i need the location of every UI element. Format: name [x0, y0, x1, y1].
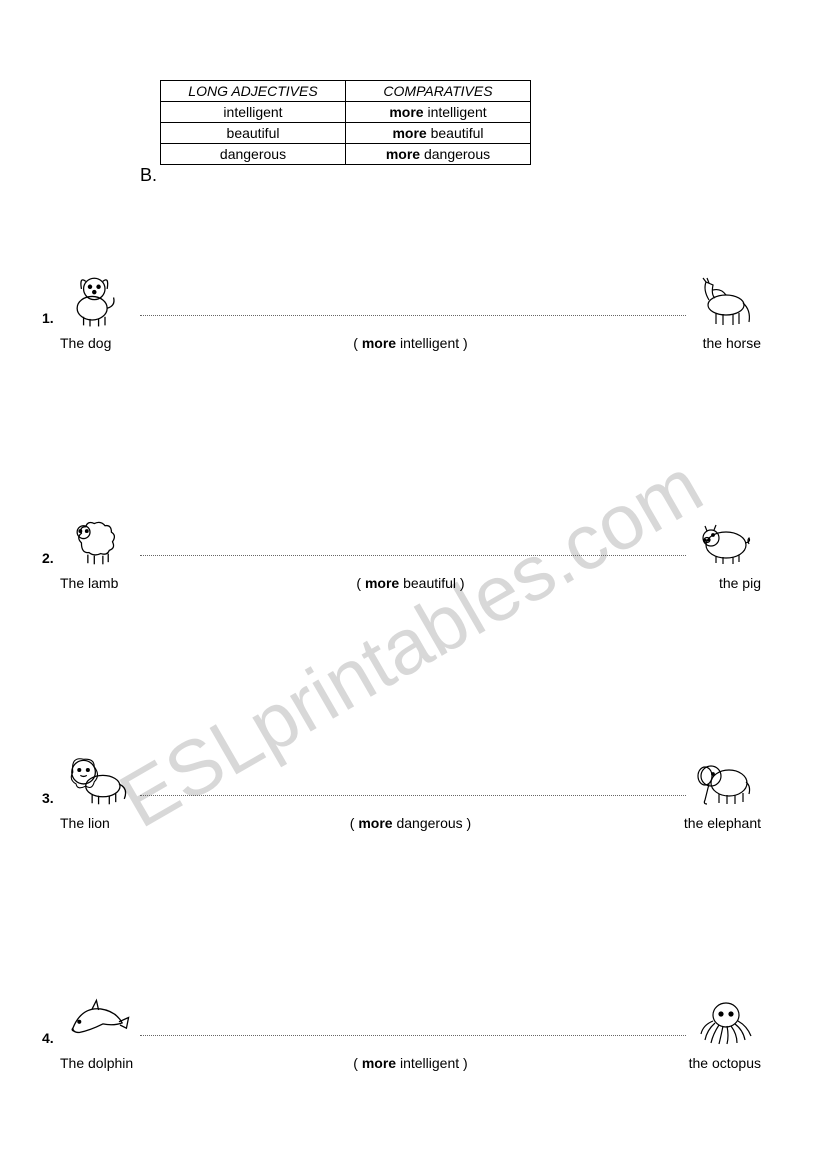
exercise-row-1: 1.: [60, 265, 761, 355]
section-label: B.: [140, 165, 157, 186]
hint-bold: more: [358, 815, 392, 831]
octopus-icon: [691, 990, 761, 1050]
hint-text: ( more intelligent ): [353, 1055, 467, 1071]
exercise-row-3: 3.: [60, 745, 761, 835]
right-animal-label: the pig: [719, 575, 761, 591]
hint-text: ( more beautiful ): [356, 575, 464, 591]
exercise-row-2: 2.: [60, 505, 761, 595]
hint-rest: intelligent: [396, 1055, 459, 1071]
left-animal-label: The dolphin: [60, 1055, 133, 1071]
left-animal-label: The lamb: [60, 575, 118, 591]
header-long-adjectives: LONG ADJECTIVES: [161, 81, 346, 102]
horse-icon: [691, 270, 761, 330]
adjective-cell: dangerous: [161, 144, 346, 165]
hint-rest: intelligent: [396, 335, 459, 351]
bold-more: more: [386, 146, 420, 162]
exercise-number: 4.: [42, 1030, 54, 1046]
right-animal-label: the octopus: [689, 1055, 761, 1071]
comparative-text: beautiful: [427, 125, 484, 141]
comparative-text: intelligent: [424, 104, 487, 120]
comparative-text: dangerous: [420, 146, 490, 162]
fill-in-line[interactable]: [140, 1035, 686, 1036]
hint-bold: more: [362, 1055, 396, 1071]
bold-more: more: [392, 125, 426, 141]
comparative-cell: more intelligent: [346, 102, 531, 123]
left-animal-label: The lion: [60, 815, 110, 831]
fill-in-line[interactable]: [140, 795, 686, 796]
adjectives-table-container: LONG ADJECTIVES COMPARATIVES intelligent…: [160, 80, 761, 165]
exercise-row-4: 4.: [60, 985, 761, 1075]
bold-more: more: [389, 104, 423, 120]
table-row: intelligent more intelligent: [161, 102, 531, 123]
fill-in-line[interactable]: [140, 555, 686, 556]
lion-icon: [60, 745, 135, 810]
exercise-number: 3.: [42, 790, 54, 806]
comparative-cell: more beautiful: [346, 123, 531, 144]
left-animal-label: The dog: [60, 335, 111, 351]
comparative-cell: more dangerous: [346, 144, 531, 165]
adjectives-table: LONG ADJECTIVES COMPARATIVES intelligent…: [160, 80, 531, 165]
fill-in-line[interactable]: [140, 315, 686, 316]
hint-bold: more: [362, 335, 396, 351]
dolphin-icon: [60, 985, 135, 1050]
hint-rest: dangerous: [393, 815, 463, 831]
exercise-number: 1.: [42, 310, 54, 326]
header-comparatives: COMPARATIVES: [346, 81, 531, 102]
elephant-icon: [691, 750, 761, 810]
lamb-icon: [60, 505, 135, 570]
table-header-row: LONG ADJECTIVES COMPARATIVES: [161, 81, 531, 102]
hint-text: ( more intelligent ): [353, 335, 467, 351]
adjective-cell: beautiful: [161, 123, 346, 144]
table-row: dangerous more dangerous: [161, 144, 531, 165]
right-animal-label: the horse: [703, 335, 761, 351]
pig-icon: [691, 510, 761, 570]
content-wrapper: B. LONG ADJECTIVES COMPARATIVES intellig…: [60, 80, 761, 1075]
dog-icon: [60, 265, 135, 330]
hint-bold: more: [365, 575, 399, 591]
table-row: beautiful more beautiful: [161, 123, 531, 144]
hint-rest: beautiful: [399, 575, 456, 591]
hint-text: ( more dangerous ): [350, 815, 471, 831]
adjective-cell: intelligent: [161, 102, 346, 123]
right-animal-label: the elephant: [684, 815, 761, 831]
exercise-number: 2.: [42, 550, 54, 566]
